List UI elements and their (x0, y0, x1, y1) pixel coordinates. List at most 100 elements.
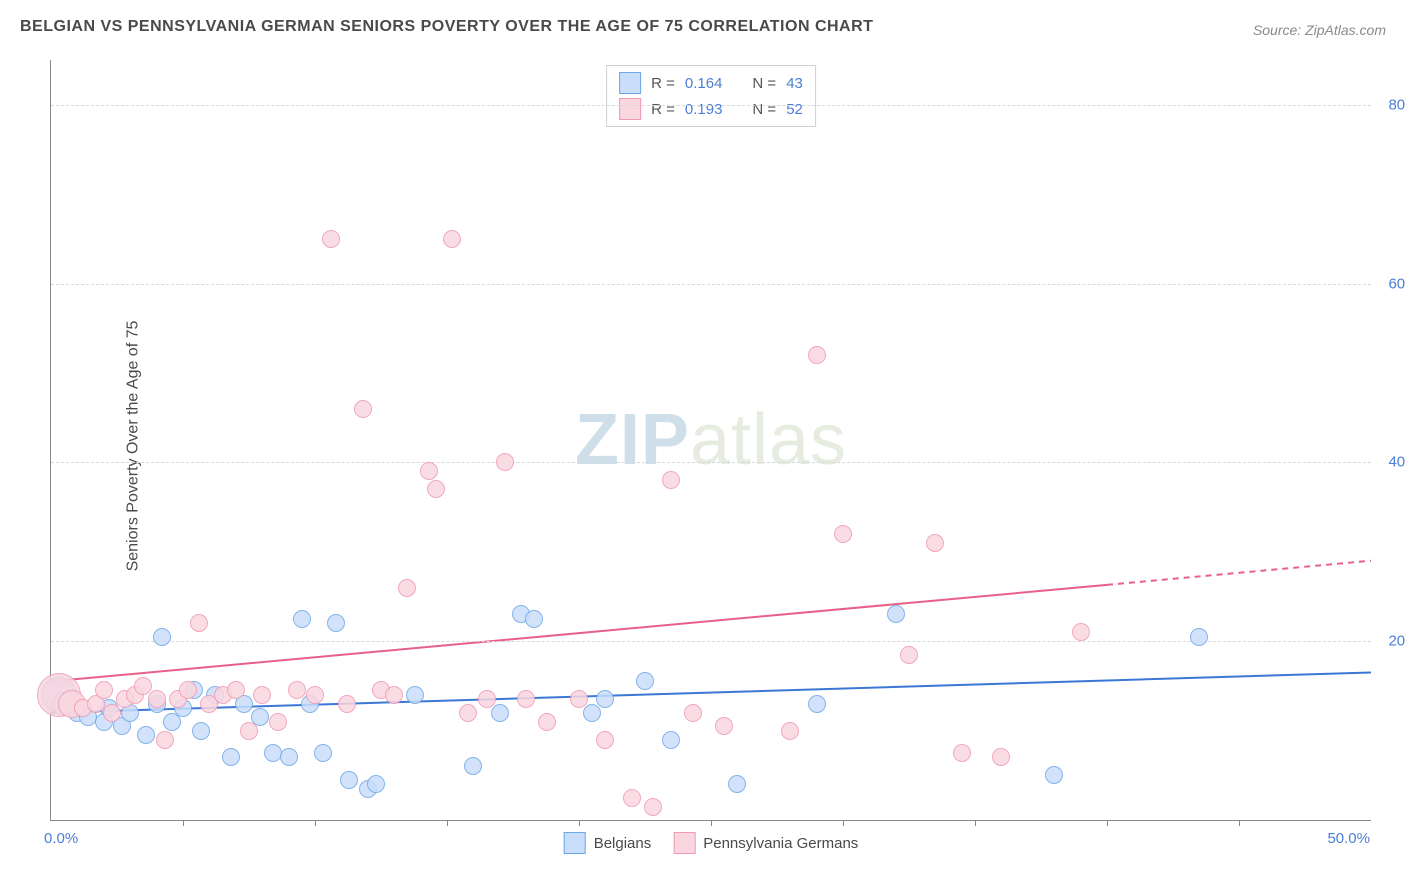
y-tick-label: 80.0% (1376, 96, 1406, 113)
data-point (179, 681, 197, 699)
data-point (240, 722, 258, 740)
data-point (662, 471, 680, 489)
y-tick-label: 40.0% (1376, 454, 1406, 471)
data-point (280, 748, 298, 766)
x-tick (711, 820, 712, 826)
x-axis-min-label: 0.0% (44, 830, 78, 847)
data-point (327, 614, 345, 632)
data-point (478, 690, 496, 708)
data-point (156, 731, 174, 749)
gridline (51, 284, 1371, 285)
data-point (222, 748, 240, 766)
data-point (644, 798, 662, 816)
r-label: R = (651, 101, 675, 118)
data-point (1045, 766, 1063, 784)
data-point (491, 704, 509, 722)
data-point (103, 704, 121, 722)
data-point (427, 480, 445, 498)
data-point (525, 610, 543, 628)
data-point (464, 757, 482, 775)
y-tick-label: 20.0% (1376, 633, 1406, 650)
legend-label: Belgians (594, 835, 652, 852)
y-tick-label: 60.0% (1376, 275, 1406, 292)
trend-line (51, 585, 1107, 682)
data-point (293, 610, 311, 628)
data-point (596, 690, 614, 708)
data-point (781, 722, 799, 740)
series-swatch (619, 72, 641, 94)
x-tick (447, 820, 448, 826)
x-tick (843, 820, 844, 826)
data-point (583, 704, 601, 722)
data-point (148, 690, 166, 708)
data-point (887, 605, 905, 623)
data-point (153, 628, 171, 646)
data-point (662, 731, 680, 749)
legend-item: Pennsylvania Germans (673, 832, 858, 854)
data-point (517, 690, 535, 708)
data-point (367, 775, 385, 793)
n-value: 43 (786, 75, 803, 92)
gridline (51, 105, 1371, 106)
watermark-atlas: atlas (690, 400, 847, 480)
data-point (728, 775, 746, 793)
data-point (227, 681, 245, 699)
data-point (570, 690, 588, 708)
watermark-zip: ZIP (575, 400, 690, 480)
data-point (715, 717, 733, 735)
data-point (269, 713, 287, 731)
x-tick (1239, 820, 1240, 826)
x-tick (315, 820, 316, 826)
data-point (95, 681, 113, 699)
stats-row: R =0.164N =43 (619, 70, 803, 96)
trend-line-extrapolated (1107, 561, 1371, 585)
gridline (51, 462, 1371, 463)
x-tick (1107, 820, 1108, 826)
legend-swatch (564, 832, 586, 854)
data-point (354, 400, 372, 418)
x-tick (579, 820, 580, 826)
data-point (288, 681, 306, 699)
data-point (1072, 623, 1090, 641)
data-point (1190, 628, 1208, 646)
n-label: N = (752, 75, 776, 92)
x-tick (183, 820, 184, 826)
data-point (953, 744, 971, 762)
data-point (596, 731, 614, 749)
data-point (398, 579, 416, 597)
data-point (253, 686, 271, 704)
series-legend: Belgians Pennsylvania Germans (564, 832, 859, 854)
r-value: 0.193 (685, 101, 723, 118)
series-swatch (619, 98, 641, 120)
data-point (406, 686, 424, 704)
legend-label: Pennsylvania Germans (703, 835, 858, 852)
gridline (51, 641, 1371, 642)
data-point (306, 686, 324, 704)
data-point (496, 453, 514, 471)
data-point (538, 713, 556, 731)
chart-plot-area: ZIPatlas R =0.164N =43R =0.193N =52 Belg… (50, 60, 1371, 821)
data-point (623, 789, 641, 807)
x-axis-max-label: 50.0% (1327, 830, 1370, 847)
legend-item: Belgians (564, 832, 652, 854)
data-point (992, 748, 1010, 766)
data-point (314, 744, 332, 762)
data-point (322, 230, 340, 248)
data-point (420, 462, 438, 480)
correlation-stats-box: R =0.164N =43R =0.193N =52 (606, 65, 816, 127)
data-point (443, 230, 461, 248)
data-point (190, 614, 208, 632)
x-tick (975, 820, 976, 826)
data-point (926, 534, 944, 552)
data-point (385, 686, 403, 704)
n-value: 52 (786, 101, 803, 118)
data-point (137, 726, 155, 744)
source-attribution: Source: ZipAtlas.com (1253, 22, 1386, 38)
data-point (808, 346, 826, 364)
data-point (459, 704, 477, 722)
data-point (900, 646, 918, 664)
r-value: 0.164 (685, 75, 723, 92)
data-point (834, 525, 852, 543)
data-point (340, 771, 358, 789)
n-label: N = (752, 101, 776, 118)
